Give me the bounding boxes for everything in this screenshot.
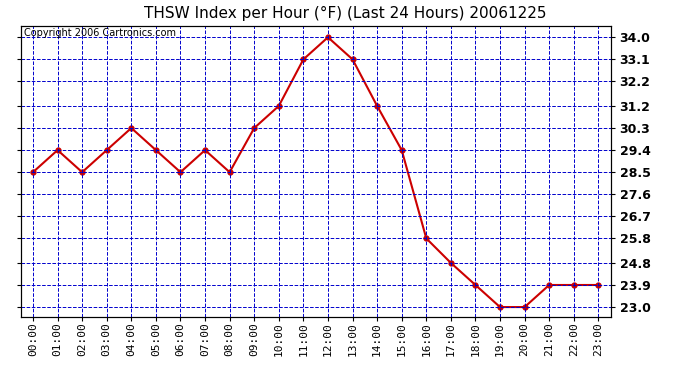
- Text: THSW Index per Hour (°F) (Last 24 Hours) 20061225: THSW Index per Hour (°F) (Last 24 Hours)…: [144, 6, 546, 21]
- Text: Copyright 2006 Cartronics.com: Copyright 2006 Cartronics.com: [23, 28, 176, 38]
